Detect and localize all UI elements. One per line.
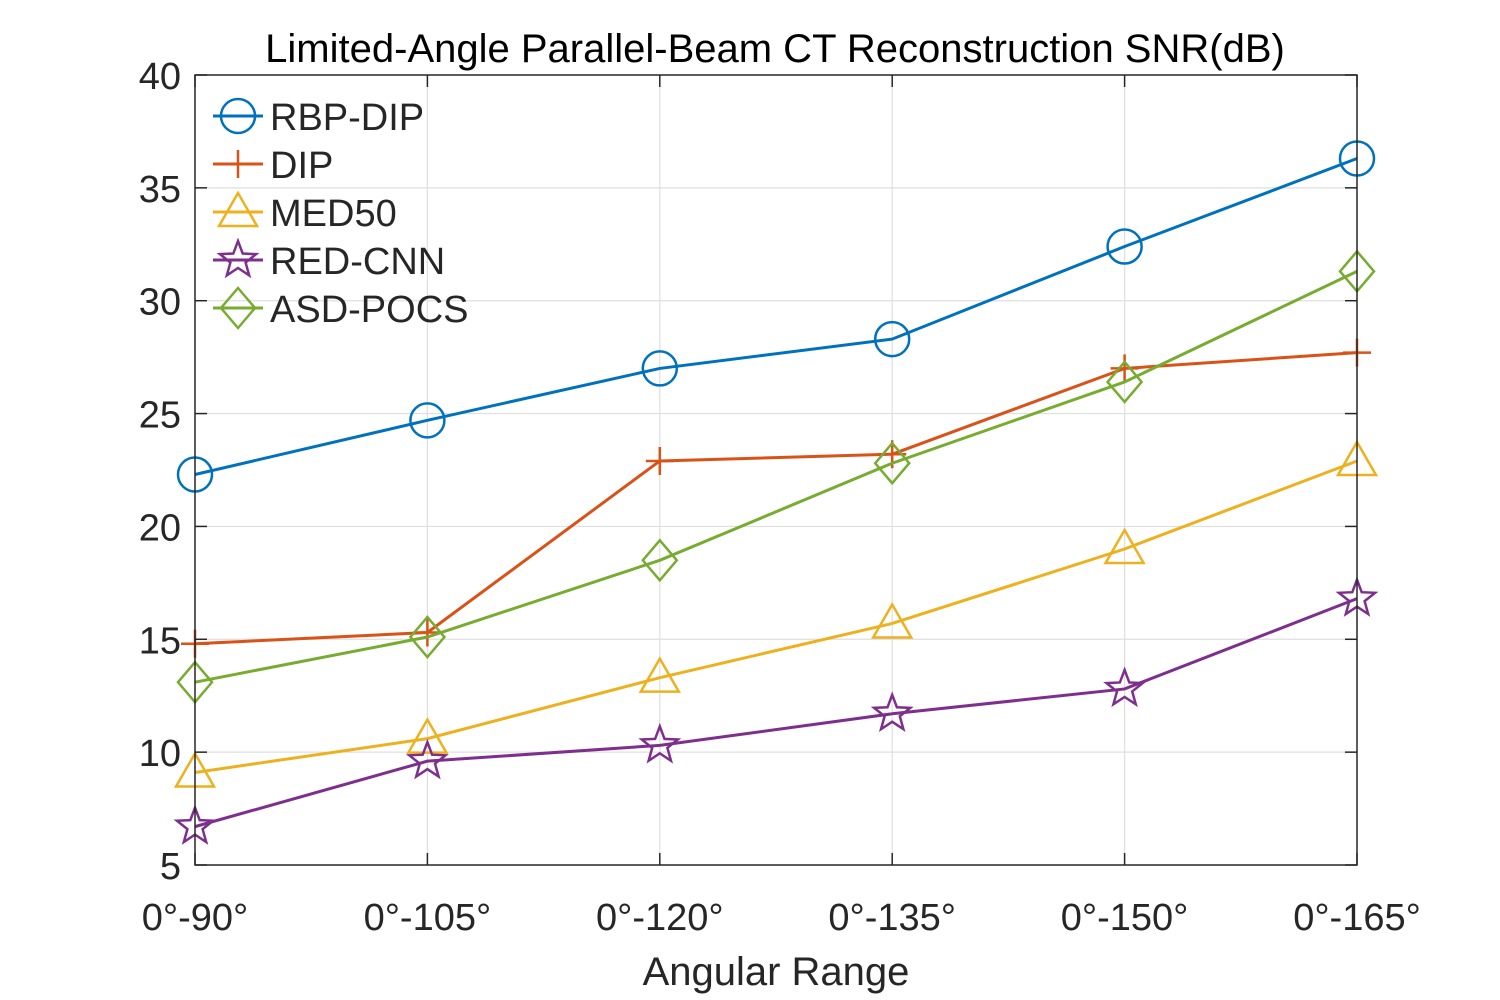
data-point-asd-pocs — [408, 615, 447, 659]
series-line-med50 — [194, 459, 1358, 774]
legend-label: RBP-DIP — [270, 97, 424, 139]
y-tick-label: 40 — [139, 56, 181, 98]
series-line-rbp-dip — [194, 157, 1358, 476]
data-point-rbp-dip — [641, 350, 679, 387]
y-tick-label: 15 — [139, 620, 181, 662]
legend-label: ASD-POCS — [270, 289, 468, 331]
data-point-med50 — [1103, 527, 1146, 565]
x-tick-label: 0°-120° — [596, 897, 724, 939]
legend-label: RED-CNN — [270, 241, 445, 283]
chart-title: Limited-Angle Parallel-Beam CT Reconstru… — [265, 27, 1285, 71]
data-point-asd-pocs — [873, 441, 911, 486]
x-tick-label: 0°-150° — [1061, 897, 1189, 939]
y-tick-label: 20 — [139, 507, 181, 549]
y-tick-label: 10 — [139, 733, 181, 775]
data-point-dip — [645, 446, 674, 475]
data-point-red-cnn — [870, 691, 914, 733]
y-tick-label: 35 — [139, 169, 181, 211]
data-point-rbp-dip — [873, 320, 911, 358]
y-tick-label: 5 — [160, 846, 181, 888]
data-point-med50 — [638, 656, 681, 693]
x-tick-label: 0°-90° — [142, 897, 248, 939]
legend-item-med50: MED50 — [213, 190, 397, 235]
data-point-med50 — [406, 717, 449, 754]
legend-marker — [219, 97, 257, 135]
legend-label: DIP — [270, 145, 333, 187]
data-point-rbp-dip — [1106, 228, 1143, 265]
legend-item-rbp-dip: RBP-DIP — [213, 97, 424, 139]
grid — [195, 75, 1357, 865]
legend-marker — [224, 150, 252, 178]
y-tick-label: 30 — [139, 282, 181, 324]
plot-frame — [194, 74, 1358, 866]
data-point-red-cnn — [638, 722, 682, 764]
legend-marker — [216, 237, 260, 279]
data-point-asd-pocs — [1105, 360, 1144, 404]
legend: RBP-DIP DIP MED50 RED-CNN ASD-POCS — [213, 97, 468, 331]
y-tick-label: 25 — [139, 395, 181, 437]
x-axis-label: Angular Range — [643, 950, 910, 994]
series-line-dip — [194, 351, 1358, 646]
data-point-med50 — [871, 601, 914, 639]
data-point-rbp-dip — [409, 402, 446, 439]
ticks: 0°-90° 0°-105° 0°-120° 0°-135° 0°-150° 0°-165… — [139, 56, 1421, 939]
series-line-red-cnn — [194, 597, 1358, 829]
x-tick-label: 0°-135° — [828, 897, 956, 939]
legend-item-asd-pocs: ASD-POCS — [213, 286, 468, 331]
plot-area — [195, 75, 1357, 865]
legend-item-red-cnn: RED-CNN — [213, 237, 445, 283]
data-point-dip — [1110, 354, 1139, 383]
data-point-red-cnn — [1103, 666, 1147, 708]
legend-marker — [219, 286, 257, 330]
legend-marker — [216, 190, 260, 228]
series-group — [173, 140, 1379, 845]
x-tick-label: 0°-105° — [364, 897, 492, 939]
data-point-red-cnn — [405, 738, 449, 780]
legend-label: MED50 — [270, 193, 397, 235]
legend-item-dip: DIP — [213, 145, 333, 187]
series-line-asd-pocs — [194, 270, 1358, 684]
x-tick-label: 0°-165° — [1293, 897, 1421, 939]
data-point-asd-pocs — [641, 538, 679, 583]
